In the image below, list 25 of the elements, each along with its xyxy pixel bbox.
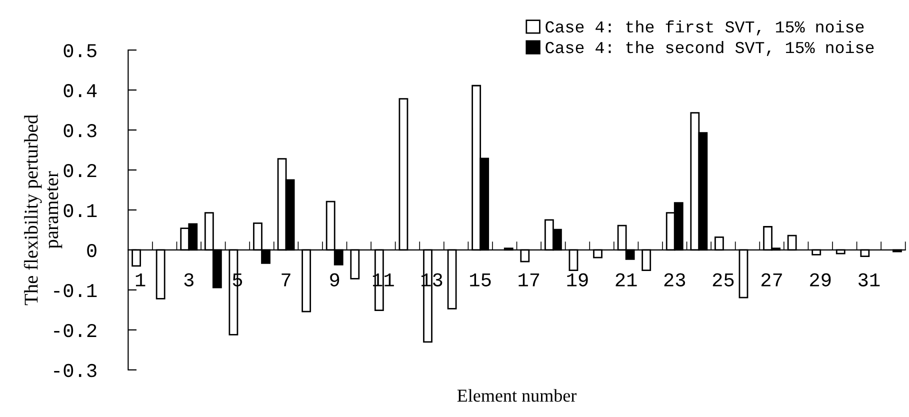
x-tick-label: 27 bbox=[761, 273, 782, 286]
x-tick-label: 7 bbox=[282, 273, 290, 286]
y-tick-label: 0.1 bbox=[64, 204, 97, 218]
y-tick-label: -0.2 bbox=[54, 324, 96, 338]
x-tick-label: 9 bbox=[330, 273, 340, 286]
x-tick-label: 23 bbox=[664, 273, 686, 286]
y-tick-label: 0.5 bbox=[64, 44, 96, 58]
y-tick-label: -0.3 bbox=[54, 364, 96, 378]
y-tick-label: 0.2 bbox=[64, 164, 96, 178]
x-tick-label: 15 bbox=[470, 273, 491, 286]
y-tick-label: 0 bbox=[87, 244, 96, 258]
x-tick-label: 3 bbox=[184, 273, 194, 286]
x-tick-label: 17 bbox=[518, 273, 540, 286]
x-tick-label: 29 bbox=[810, 273, 831, 286]
x-tick-label: 25 bbox=[712, 273, 734, 286]
x-tick-label: 31 bbox=[858, 273, 880, 286]
x-tick-label: 19 bbox=[567, 273, 588, 286]
legend-label: Case 4: the second SVT, 15% noise bbox=[546, 40, 874, 56]
x-axis-title: Element number bbox=[457, 389, 577, 402]
y-tick-label: -0.1 bbox=[54, 284, 97, 298]
y-tick-label: 0.3 bbox=[64, 124, 96, 138]
x-tick-label: 21 bbox=[616, 273, 637, 286]
y-tick-label: 0.4 bbox=[64, 84, 97, 98]
legend-label: Case 4: the first SVT, 15% noise bbox=[546, 20, 864, 36]
x-tick-label: 1 bbox=[136, 273, 146, 286]
